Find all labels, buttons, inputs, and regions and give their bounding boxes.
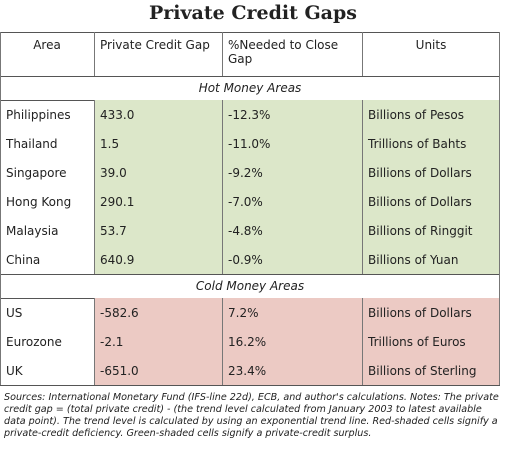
data-cell: Billions of Dollars bbox=[362, 158, 500, 187]
column-rule bbox=[0, 298, 1, 385]
data-cell: Billions of Yuan bbox=[362, 245, 500, 274]
data-cell: 433.0 bbox=[94, 100, 222, 129]
column-rule bbox=[222, 100, 223, 274]
column-rule bbox=[0, 32, 1, 76]
rule bbox=[0, 76, 500, 77]
data-cell: -582.6 bbox=[94, 298, 222, 327]
data-cell: 7.2% bbox=[222, 298, 362, 327]
column-rule bbox=[362, 100, 363, 274]
rule bbox=[0, 385, 500, 386]
data-cell: 290.1 bbox=[94, 187, 222, 216]
data-cell: Billions of Dollars bbox=[362, 187, 500, 216]
header-cell: Area bbox=[33, 38, 61, 52]
column-rule bbox=[499, 274, 500, 298]
column-rule bbox=[0, 274, 1, 298]
column-rule bbox=[499, 32, 500, 76]
data-cell: -9.2% bbox=[222, 158, 362, 187]
data-cell: -12.3% bbox=[222, 100, 362, 129]
data-cell: -2.1 bbox=[94, 327, 222, 356]
table-title: Private Credit Gaps bbox=[149, 2, 357, 24]
rule bbox=[0, 274, 500, 275]
data-cell: Trillions of Euros bbox=[362, 327, 500, 356]
column-rule bbox=[222, 32, 223, 76]
data-cell: -4.8% bbox=[222, 216, 362, 245]
data-cell: Trillions of Bahts bbox=[362, 129, 500, 158]
column-rule bbox=[94, 298, 95, 385]
column-rule bbox=[222, 298, 223, 385]
area-cell: Eurozone bbox=[6, 334, 62, 349]
area-cell: Philippines bbox=[6, 107, 71, 122]
column-rule bbox=[499, 298, 500, 385]
data-cell: -0.9% bbox=[222, 245, 362, 274]
data-cell: 53.7 bbox=[94, 216, 222, 245]
data-cell: Billions of Ringgit bbox=[362, 216, 500, 245]
column-rule bbox=[0, 100, 1, 274]
column-rule bbox=[499, 100, 500, 274]
data-cell: 16.2% bbox=[222, 327, 362, 356]
column-rule bbox=[362, 298, 363, 385]
data-cell: 640.9 bbox=[94, 245, 222, 274]
data-cell: -651.0 bbox=[94, 356, 222, 385]
column-rule bbox=[94, 32, 95, 76]
header-cell: Units bbox=[415, 38, 447, 52]
data-cell: Billions of Sterling bbox=[362, 356, 500, 385]
header-cell: %Needed to Close Gap bbox=[228, 38, 339, 66]
header-cell: Private Credit Gap bbox=[100, 38, 210, 52]
area-cell: UK bbox=[6, 363, 23, 378]
notes: Sources: International Monetary Fund (IF… bbox=[4, 392, 499, 439]
data-cell: -7.0% bbox=[222, 187, 362, 216]
column-rule bbox=[0, 76, 1, 100]
area-cell: Thailand bbox=[6, 136, 58, 151]
data-cell: 23.4% bbox=[222, 356, 362, 385]
area-cell: China bbox=[6, 252, 41, 267]
area-cell: Hong Kong bbox=[6, 194, 72, 209]
data-cell: 39.0 bbox=[94, 158, 222, 187]
area-cell: Singapore bbox=[6, 165, 67, 180]
section-title: Hot Money Areas bbox=[198, 81, 302, 95]
data-cell: -11.0% bbox=[222, 129, 362, 158]
column-rule bbox=[362, 32, 363, 76]
section-title: Cold Money Areas bbox=[195, 279, 305, 293]
data-cell: Billions of Pesos bbox=[362, 100, 500, 129]
data-cell: 1.5 bbox=[94, 129, 222, 158]
data-cell: Billions of Dollars bbox=[362, 298, 500, 327]
column-rule bbox=[499, 76, 500, 100]
rule bbox=[0, 32, 500, 33]
column-rule bbox=[94, 100, 95, 274]
area-cell: US bbox=[6, 305, 23, 320]
area-cell: Malaysia bbox=[6, 223, 59, 238]
